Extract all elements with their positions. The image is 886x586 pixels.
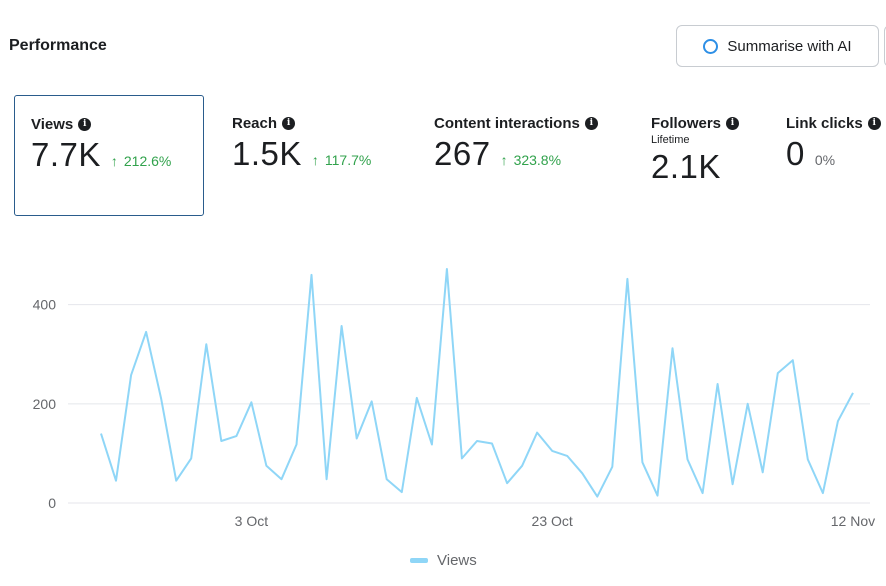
metric-card-link-clicks[interactable]: Link clicks i 0 0% — [786, 115, 886, 173]
ai-sparkle-icon — [703, 38, 719, 54]
metric-value: 1.5K — [232, 135, 302, 172]
summarise-with-ai-button[interactable]: Summarise with AI — [676, 25, 879, 67]
metric-value: 7.7K — [31, 136, 101, 173]
info-icon[interactable]: i — [78, 118, 92, 131]
metric-value: 267 — [434, 135, 491, 172]
metric-value: 2.1K — [651, 148, 721, 185]
metric-label: Followers — [651, 115, 722, 132]
arrow-up-icon: ↑ — [500, 152, 508, 168]
y-tick-label: 400 — [33, 297, 57, 313]
y-tick-label: 0 — [48, 495, 56, 511]
legend-swatch — [410, 558, 428, 563]
y-tick-label: 200 — [33, 396, 57, 412]
metric-card-views[interactable]: Views i 7.7K ↑ 212.6% — [14, 95, 204, 216]
ai-button-label: Summarise with AI — [727, 37, 852, 55]
x-tick-label: 12 Nov — [831, 513, 875, 529]
metric-sublabel: Lifetime — [651, 134, 690, 146]
info-icon[interactable]: i — [726, 117, 740, 130]
views-line-chart: 0 200 400 3 Oct 23 Oct 12 Nov — [33, 268, 875, 529]
metric-card-reach[interactable]: Reach i 1.5K ↑ 117.7% — [232, 115, 371, 173]
page-title: Performance — [9, 37, 107, 54]
metric-label: Reach — [232, 115, 278, 132]
metric-card-content-interactions[interactable]: Content interactions i 267 ↑ 323.8% — [434, 115, 598, 173]
metric-label: Link clicks — [786, 115, 863, 132]
info-icon[interactable]: i — [282, 117, 296, 130]
metric-change: 117.7% — [324, 152, 372, 168]
metric-label: Views — [31, 116, 74, 133]
metric-change: 0% — [814, 152, 836, 168]
metric-value: 0 — [786, 135, 805, 172]
metric-change: 212.6% — [123, 153, 172, 169]
arrow-up-icon: ↑ — [311, 152, 319, 168]
chart-legend[interactable]: Views — [410, 552, 477, 569]
metric-card-followers[interactable]: Followers i Lifetime 2.1K — [651, 115, 740, 186]
arrow-up-icon: ↑ — [110, 153, 118, 169]
metric-label: Content interactions — [434, 115, 580, 132]
metric-change: 323.8% — [513, 152, 562, 168]
x-tick-label: 3 Oct — [235, 513, 269, 529]
info-icon[interactable]: i — [584, 117, 598, 130]
x-tick-label: 23 Oct — [532, 513, 573, 529]
info-icon[interactable]: i — [867, 117, 881, 130]
legend-label: Views — [437, 552, 477, 569]
series-line-views — [100, 268, 854, 498]
